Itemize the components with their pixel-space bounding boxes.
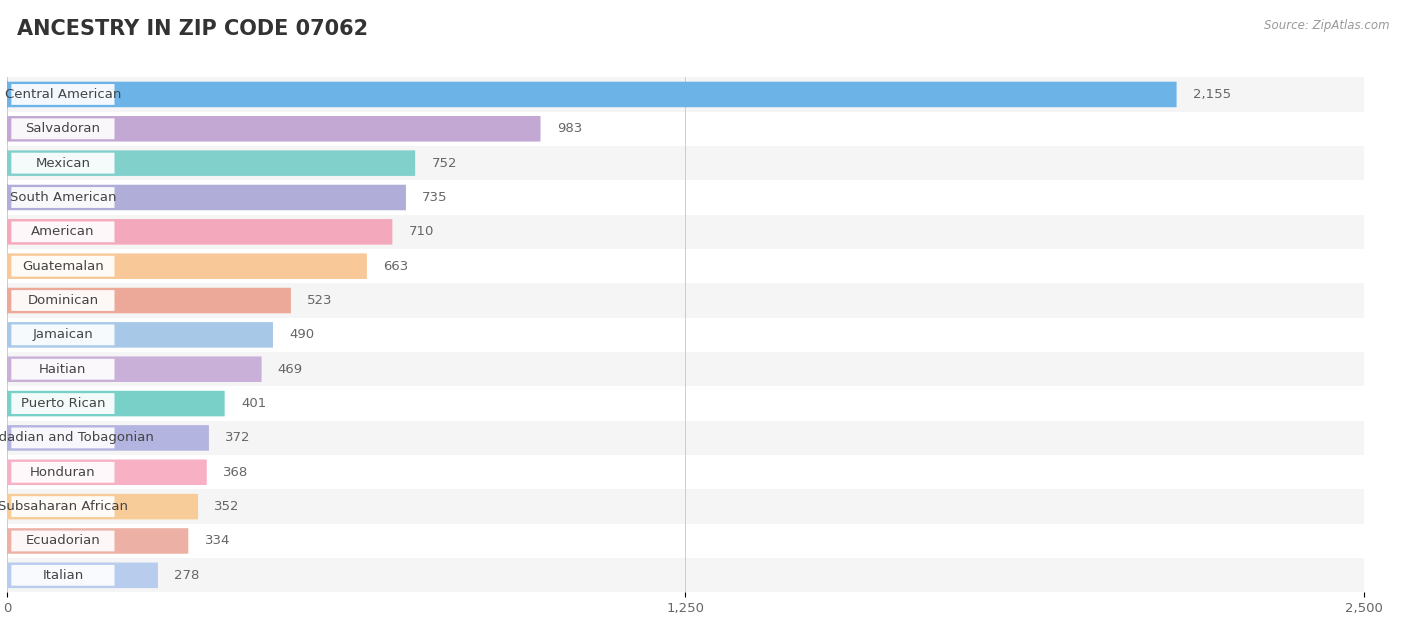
FancyBboxPatch shape <box>11 222 114 242</box>
Text: 752: 752 <box>432 156 457 169</box>
FancyBboxPatch shape <box>7 249 1364 283</box>
FancyBboxPatch shape <box>11 565 114 586</box>
FancyBboxPatch shape <box>11 118 114 139</box>
Text: 735: 735 <box>422 191 447 204</box>
Text: 401: 401 <box>240 397 266 410</box>
FancyBboxPatch shape <box>7 288 291 314</box>
Text: 352: 352 <box>214 500 240 513</box>
Text: 372: 372 <box>225 431 250 444</box>
FancyBboxPatch shape <box>7 356 262 382</box>
Text: 368: 368 <box>224 466 249 478</box>
Text: Ecuadorian: Ecuadorian <box>25 535 100 547</box>
Text: 663: 663 <box>382 260 408 272</box>
Text: Dominican: Dominican <box>27 294 98 307</box>
FancyBboxPatch shape <box>11 359 114 380</box>
Text: Guatemalan: Guatemalan <box>22 260 104 272</box>
FancyBboxPatch shape <box>11 84 114 105</box>
FancyBboxPatch shape <box>7 82 1177 108</box>
Text: Italian: Italian <box>42 569 83 582</box>
Text: 2,155: 2,155 <box>1192 88 1232 101</box>
FancyBboxPatch shape <box>11 153 114 174</box>
FancyBboxPatch shape <box>7 185 406 211</box>
Text: Salvadoran: Salvadoran <box>25 122 100 135</box>
FancyBboxPatch shape <box>7 317 1364 352</box>
Text: South American: South American <box>10 191 117 204</box>
Text: American: American <box>31 225 94 238</box>
Text: Haitian: Haitian <box>39 363 87 375</box>
FancyBboxPatch shape <box>7 253 367 279</box>
FancyBboxPatch shape <box>7 111 1364 146</box>
FancyBboxPatch shape <box>7 146 1364 180</box>
FancyBboxPatch shape <box>7 116 540 142</box>
FancyBboxPatch shape <box>7 391 225 417</box>
FancyBboxPatch shape <box>7 283 1364 317</box>
FancyBboxPatch shape <box>7 352 1364 386</box>
Text: 490: 490 <box>290 328 315 341</box>
Text: Puerto Rican: Puerto Rican <box>21 397 105 410</box>
FancyBboxPatch shape <box>7 219 392 245</box>
Text: 278: 278 <box>174 569 200 582</box>
FancyBboxPatch shape <box>11 325 114 345</box>
FancyBboxPatch shape <box>7 425 209 451</box>
FancyBboxPatch shape <box>11 187 114 208</box>
FancyBboxPatch shape <box>7 558 1364 592</box>
FancyBboxPatch shape <box>7 214 1364 249</box>
FancyBboxPatch shape <box>7 489 1364 524</box>
Text: 523: 523 <box>307 294 333 307</box>
FancyBboxPatch shape <box>7 494 198 520</box>
FancyBboxPatch shape <box>7 562 157 588</box>
Text: ANCESTRY IN ZIP CODE 07062: ANCESTRY IN ZIP CODE 07062 <box>17 19 368 39</box>
FancyBboxPatch shape <box>11 393 114 414</box>
FancyBboxPatch shape <box>11 531 114 551</box>
FancyBboxPatch shape <box>7 421 1364 455</box>
FancyBboxPatch shape <box>7 77 1364 111</box>
Text: Source: ZipAtlas.com: Source: ZipAtlas.com <box>1264 19 1389 32</box>
FancyBboxPatch shape <box>11 290 114 311</box>
FancyBboxPatch shape <box>7 455 1364 489</box>
Text: Trinidadian and Tobagonian: Trinidadian and Tobagonian <box>0 431 155 444</box>
Text: Jamaican: Jamaican <box>32 328 93 341</box>
Text: Honduran: Honduran <box>30 466 96 478</box>
FancyBboxPatch shape <box>11 428 114 448</box>
FancyBboxPatch shape <box>7 322 273 348</box>
Text: Mexican: Mexican <box>35 156 90 169</box>
Text: Subsaharan African: Subsaharan African <box>0 500 128 513</box>
FancyBboxPatch shape <box>7 386 1364 421</box>
Text: 983: 983 <box>557 122 582 135</box>
FancyBboxPatch shape <box>7 459 207 485</box>
Text: 710: 710 <box>409 225 434 238</box>
FancyBboxPatch shape <box>7 524 1364 558</box>
Text: Central American: Central American <box>4 88 121 101</box>
FancyBboxPatch shape <box>7 180 1364 214</box>
Text: 334: 334 <box>205 535 231 547</box>
FancyBboxPatch shape <box>11 462 114 483</box>
Text: 469: 469 <box>278 363 302 375</box>
FancyBboxPatch shape <box>11 496 114 517</box>
FancyBboxPatch shape <box>11 256 114 277</box>
FancyBboxPatch shape <box>7 150 415 176</box>
FancyBboxPatch shape <box>7 528 188 554</box>
